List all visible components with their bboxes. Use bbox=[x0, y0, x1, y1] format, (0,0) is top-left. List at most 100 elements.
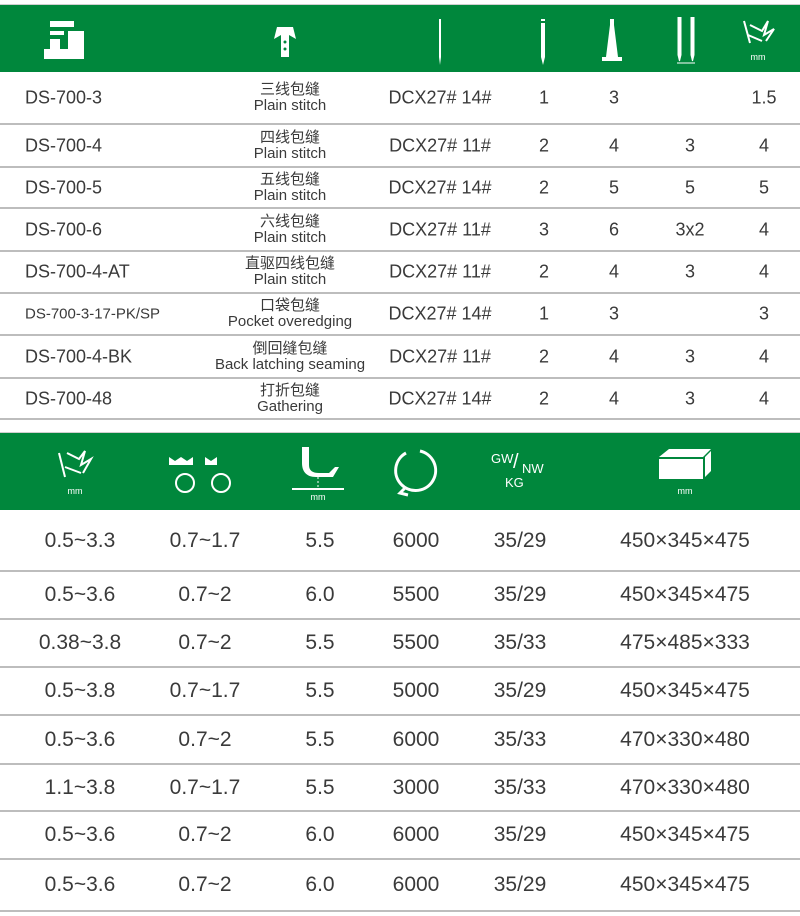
description-en: Pocket overedging bbox=[227, 313, 353, 330]
table-row: 0.5~3.6 0.7~2 6.0 5500 35/29 450×345×475 bbox=[0, 572, 800, 620]
description-cn: 打折包缝 bbox=[259, 381, 320, 399]
table-row: DS-700-3 三线包缝 Plain stitch DCX27# 14# 1 3… bbox=[0, 72, 800, 125]
max-speed: 5000 bbox=[392, 679, 440, 702]
needle-count: 2 bbox=[538, 177, 550, 197]
table-row: 0.5~3.6 0.7~2 5.5 6000 35/33 470×330×480 bbox=[0, 716, 800, 765]
needle-type: DCX27# 11# bbox=[389, 261, 491, 282]
stitch-width: 4 bbox=[758, 261, 770, 282]
sewing-machine-icon bbox=[44, 21, 84, 59]
weight-label: GW / NW KG bbox=[491, 451, 544, 490]
thread-cone-icon bbox=[602, 19, 622, 61]
table-row: 0.38~3.8 0.7~2 5.5 5500 35/33 475×485×33… bbox=[0, 620, 800, 668]
thread-count: 3 bbox=[608, 303, 620, 324]
model-name: DS-700-48 bbox=[25, 388, 113, 408]
differential-ratio: 0.7~2 bbox=[178, 583, 232, 606]
table-row: 0.5~3.8 0.7~1.7 5.5 5000 35/29 450×345×4… bbox=[0, 668, 800, 716]
max-speed: 5500 bbox=[392, 583, 440, 606]
stitch-length: 0.5~3.8 bbox=[44, 679, 116, 702]
needle-count: 1 bbox=[538, 303, 550, 324]
table-row: DS-700-6 六线包缝 Plain stitch DCX27# 11# 3 6… bbox=[0, 209, 800, 252]
presser-foot-lift: 5.5 bbox=[305, 631, 335, 654]
model-name: DS-700-3-17-PK/SP bbox=[25, 305, 161, 323]
weight: 35/29 bbox=[493, 583, 547, 606]
thread-count: 6 bbox=[608, 219, 620, 239]
description-en: Plain stitch bbox=[253, 271, 327, 288]
needle-count: 2 bbox=[538, 261, 550, 282]
differential-ratio: 0.7~1.7 bbox=[169, 529, 241, 552]
needle-type: DCX27# 11# bbox=[389, 135, 491, 155]
stitch-length: 0.5~3.3 bbox=[44, 529, 116, 552]
presser-foot-lift: 6.0 bbox=[305, 873, 335, 896]
needle-count: 2 bbox=[538, 346, 550, 366]
needle-gauge: 3 bbox=[684, 135, 696, 155]
needle-type: DCX27# 14# bbox=[388, 177, 492, 197]
description-cn: 直驱四线包缝 bbox=[244, 255, 336, 272]
model-name: DS-700-4 bbox=[25, 135, 103, 155]
max-speed: 6000 bbox=[392, 727, 440, 751]
stitch-length-icon: mm bbox=[55, 447, 95, 496]
needle-gauge: 3x2 bbox=[675, 219, 705, 239]
table-row: DS-700-4 四线包缝 Plain stitch DCX27# 11# 2 4… bbox=[0, 125, 800, 168]
differential-ratio: 0.7~1.7 bbox=[169, 679, 241, 702]
description-cn: 口袋包缝 bbox=[259, 297, 320, 314]
table1-header: mm bbox=[0, 4, 800, 72]
model-name: DS-700-6 bbox=[25, 219, 103, 239]
needle-gauge: 3 bbox=[684, 346, 696, 366]
table-row: 1.1~3.8 0.7~1.7 5.5 3000 35/33 470×330×4… bbox=[0, 765, 800, 812]
needle-type: DCX27# 11# bbox=[389, 346, 491, 366]
differential-ratio: 0.7~2 bbox=[178, 823, 232, 846]
description-cn: 六线包缝 bbox=[259, 212, 321, 230]
needle-gauge: 3 bbox=[684, 261, 696, 282]
stitch-width: 3 bbox=[758, 303, 770, 324]
description-en: Plain stitch bbox=[253, 228, 327, 246]
presser-foot-lift: 5.5 bbox=[305, 775, 335, 799]
description-cn: 五线包缝 bbox=[259, 170, 321, 188]
table2-header: mm mm GW / NW KG mm bbox=[0, 432, 800, 510]
differential-ratio: 0.7~2 bbox=[178, 873, 232, 896]
package-size: 450×345×475 bbox=[620, 679, 750, 702]
description-en: Gathering bbox=[257, 397, 323, 415]
stitch-description: 倒回缝包缝 Back latching seaming bbox=[214, 339, 366, 373]
weight: 35/33 bbox=[493, 631, 547, 654]
model-name: DS-700-4-BK bbox=[25, 346, 133, 366]
needle-gauge: 3 bbox=[684, 388, 696, 408]
stitch-length: 0.5~3.6 bbox=[44, 727, 116, 751]
description-en: Back latching seaming bbox=[214, 355, 366, 373]
model-name: DS-700-4-AT bbox=[25, 261, 130, 282]
thread-count: 4 bbox=[608, 346, 620, 366]
needle-type: DCX27# 11# bbox=[389, 219, 491, 239]
package-size: 470×330×480 bbox=[620, 727, 750, 751]
presser-foot-lift: 6.0 bbox=[305, 823, 335, 846]
differential-feed-icon bbox=[169, 457, 231, 493]
weight: 35/33 bbox=[493, 727, 547, 751]
needle-type: DCX27# 14# bbox=[388, 87, 492, 107]
package-size: 450×345×475 bbox=[620, 529, 750, 552]
stitch-width: 4 bbox=[758, 346, 770, 366]
package-size: 450×345×475 bbox=[620, 873, 750, 896]
description-en: Plain stitch bbox=[253, 186, 327, 204]
model-name: DS-700-3 bbox=[25, 87, 103, 107]
max-speed: 6000 bbox=[392, 529, 440, 552]
thread-count: 5 bbox=[608, 177, 620, 197]
presser-foot-icon bbox=[274, 27, 296, 57]
needle-gauge: 5 bbox=[684, 177, 696, 197]
needle-count: 1 bbox=[538, 87, 550, 107]
needle-type: DCX27# 14# bbox=[388, 303, 492, 324]
table-row: DS-700-48 打折包缝 Gathering DCX27# 14# 2 4 3… bbox=[0, 379, 800, 420]
weight: 35/29 bbox=[493, 823, 547, 846]
stitch-width: 1.5 bbox=[751, 87, 777, 107]
stitch-length: 0.5~3.6 bbox=[44, 823, 116, 846]
description-cn: 倒回缝包缝 bbox=[252, 339, 328, 357]
stitch-description: 口袋包缝 Pocket overedging bbox=[228, 298, 352, 330]
package-size: 450×345×475 bbox=[620, 823, 750, 846]
presser-foot-lift: 5.5 bbox=[305, 727, 335, 751]
package-size: 450×345×475 bbox=[620, 583, 750, 606]
thread-count: 4 bbox=[608, 388, 620, 408]
presser-foot-lift-icon: mm bbox=[290, 445, 346, 502]
stitch-width: 4 bbox=[758, 219, 770, 239]
needle-count: 2 bbox=[538, 135, 550, 155]
needle-type: DCX27# 14# bbox=[388, 388, 492, 408]
weight: 35/29 bbox=[493, 679, 547, 702]
presser-foot-lift: 6.0 bbox=[305, 583, 335, 606]
stitch-width-icon: mm bbox=[740, 17, 776, 62]
